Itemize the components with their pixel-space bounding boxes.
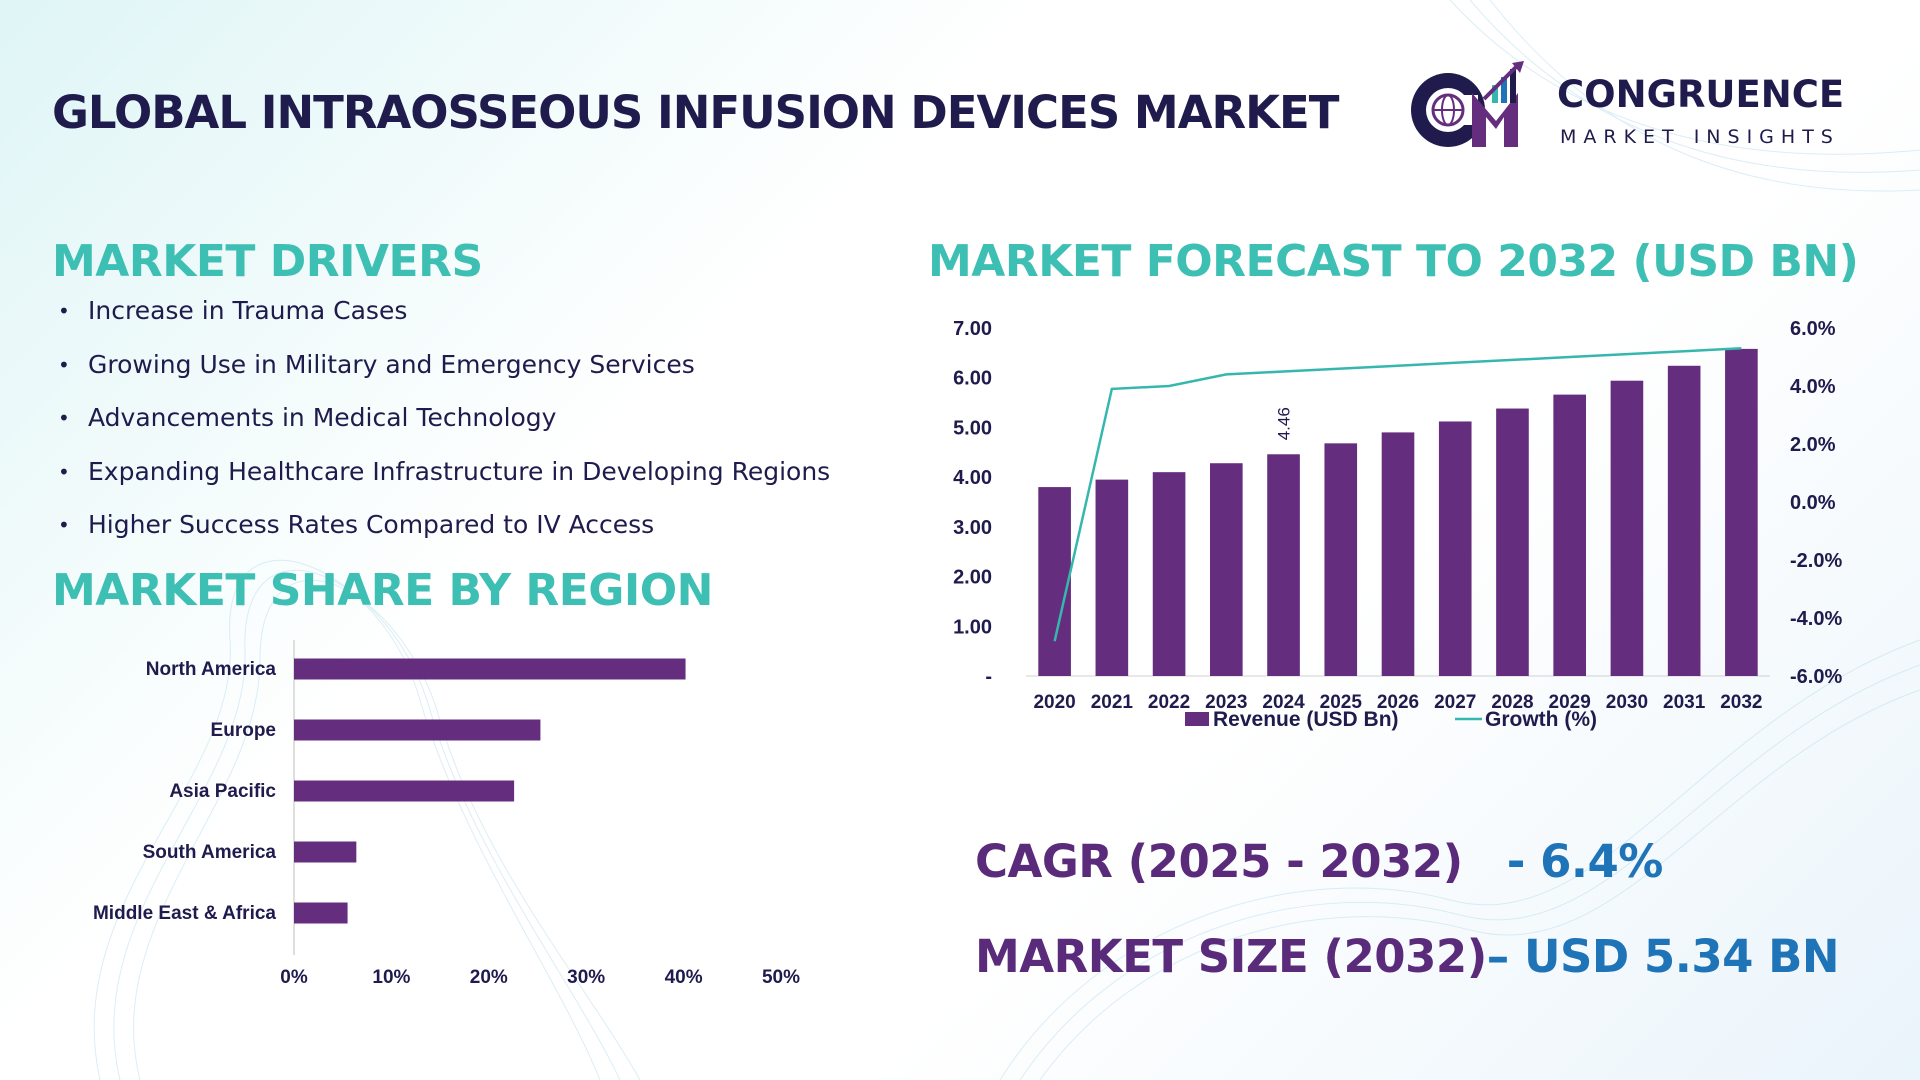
list-item: Increase in Trauma Cases (52, 296, 830, 350)
x-tick-label: 2022 (1148, 692, 1190, 713)
y-left-tick-label: 7.00 (953, 318, 992, 340)
category-label: Middle East & Africa (93, 903, 276, 924)
bar (1496, 408, 1529, 676)
legend-label-growth: Growth (%) (1485, 708, 1597, 731)
market-size-value: – USD 5.34 BN (1486, 930, 1840, 983)
list-item: Higher Success Rates Compared to IV Acce… (52, 510, 830, 564)
category-label: Europe (211, 720, 276, 741)
x-tick-label: 2029 (1549, 692, 1591, 713)
y-left-tick-label: 2.00 (953, 567, 992, 589)
cagr-label: CAGR (2025 - 2032) (975, 835, 1463, 888)
legend-swatch-revenue (1185, 712, 1209, 726)
market-drivers-heading: MARKET DRIVERS (52, 236, 483, 287)
bar (1038, 487, 1071, 676)
logo-tagline: MARKET INSIGHTS (1560, 126, 1840, 148)
category-label: Asia Pacific (169, 781, 276, 802)
category-label: North America (146, 659, 277, 680)
x-tick-label: 2020 (1033, 692, 1075, 713)
x-tick-label: 2021 (1091, 692, 1134, 713)
x-tick-label: 30% (567, 967, 605, 988)
bar (1152, 472, 1186, 676)
bar (1667, 365, 1701, 676)
x-tick-label: 2028 (1491, 692, 1533, 713)
cagr-stat: CAGR (2025 - 2032) - 6.4% (975, 835, 1663, 888)
x-tick-label: 2030 (1606, 692, 1648, 713)
bar (1438, 421, 1472, 676)
y-right-tick-label: 4.0% (1790, 376, 1836, 398)
forecast-chart: - 1.00 2.00 3.00 4.00 5.00 6.00 7.00 -6.0% -4.0% -… (953, 318, 1842, 731)
bar (1725, 348, 1758, 676)
list-item: Advancements in Medical Technology (52, 403, 830, 457)
bar (294, 841, 357, 863)
drivers-list: Increase in Trauma Cases Growing Use in … (52, 296, 830, 564)
category-label: South America (143, 842, 277, 863)
x-tick-label: 2026 (1377, 692, 1419, 713)
x-tick-label: 40% (665, 967, 703, 988)
y-left-tick-label: 6.00 (953, 368, 992, 390)
market-size-stat: MARKET SIZE (2032)– USD 5.34 BN (975, 930, 1840, 983)
bar (294, 902, 348, 924)
x-tick-label: 10% (372, 967, 410, 988)
y-right-tick-label: -2.0% (1790, 550, 1842, 572)
y-right-tick-label: -4.0% (1790, 608, 1842, 630)
x-tick-label: 20% (470, 967, 508, 988)
logo-name: CONGRUENCE (1557, 73, 1845, 116)
bar (1610, 380, 1644, 676)
y-left-tick-label: 3.00 (953, 517, 992, 539)
bar (1095, 479, 1129, 676)
forecast-heading: MARKET FORECAST TO 2032 (USD BN) (928, 236, 1859, 287)
market-size-label: MARKET SIZE (2032) (975, 930, 1487, 983)
x-tick-label: 0% (280, 967, 308, 988)
y-left-tick-label: 1.00 (953, 616, 992, 638)
x-tick-label: 2032 (1720, 692, 1762, 713)
cm-logo-icon (1411, 61, 1524, 147)
x-tick-label: 2031 (1663, 692, 1706, 713)
bar (294, 719, 541, 741)
list-item: Growing Use in Military and Emergency Se… (52, 350, 830, 404)
data-label: 4.46 (1275, 407, 1294, 440)
company-logo: CONGRUENCE MARKET INSIGHTS (1400, 55, 1870, 155)
bar (294, 658, 686, 680)
x-tick-label: 2025 (1320, 692, 1363, 713)
bar (1209, 463, 1243, 676)
y-left-tick-label: - (985, 666, 992, 688)
bar (1267, 454, 1300, 676)
y-left-tick-label: 5.00 (953, 417, 992, 439)
market-share-heading: MARKET SHARE BY REGION (52, 565, 714, 616)
bar (294, 780, 515, 802)
y-left-tick-label: 4.00 (953, 467, 992, 489)
list-item: Expanding Healthcare Infrastructure in D… (52, 457, 830, 511)
bar (1553, 394, 1587, 676)
region-share-chart: North America Europe Asia Pacific South Ame… (93, 640, 800, 988)
growth-line (1053, 347, 1742, 642)
x-tick-label: 2023 (1205, 692, 1247, 713)
cagr-value: - 6.4% (1506, 835, 1664, 888)
x-tick-label: 2024 (1262, 692, 1305, 713)
bar (1324, 443, 1358, 676)
y-right-tick-label: 0.0% (1790, 492, 1836, 514)
x-tick-label: 50% (762, 967, 800, 988)
y-right-tick-label: -6.0% (1790, 666, 1842, 688)
bar (1381, 432, 1415, 676)
page-title: GLOBAL INTRAOSSEOUS INFUSION DEVICES MAR… (52, 86, 1339, 139)
legend-label-revenue: Revenue (USD Bn) (1213, 708, 1399, 731)
y-right-tick-label: 2.0% (1790, 434, 1836, 456)
x-tick-label: 2027 (1434, 692, 1476, 713)
y-right-tick-label: 6.0% (1790, 318, 1836, 340)
